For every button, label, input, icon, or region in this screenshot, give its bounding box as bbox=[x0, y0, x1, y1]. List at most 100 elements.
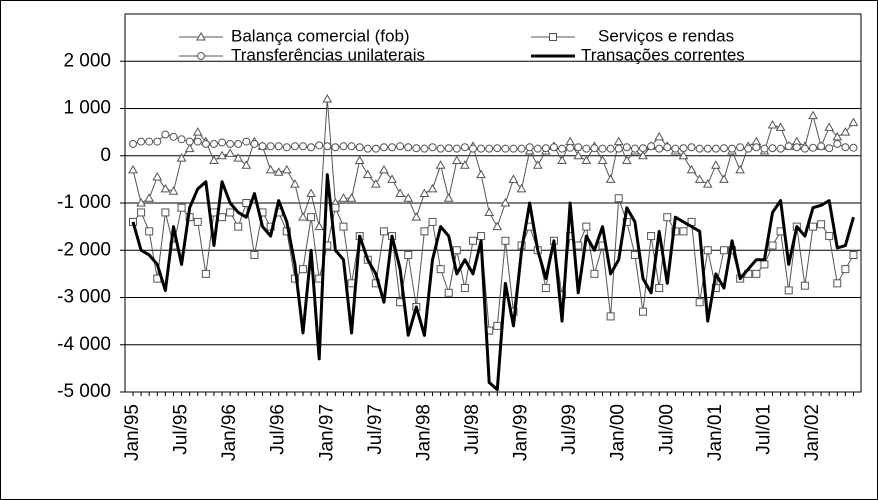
point bbox=[582, 222, 591, 231]
point bbox=[768, 241, 777, 250]
point bbox=[493, 321, 502, 330]
point bbox=[833, 139, 842, 148]
point bbox=[145, 137, 154, 146]
point bbox=[581, 155, 592, 164]
point bbox=[655, 284, 664, 293]
point bbox=[218, 138, 227, 147]
point bbox=[574, 241, 583, 250]
y-tick-label: -3 000 bbox=[57, 287, 111, 308]
point bbox=[679, 144, 688, 153]
point bbox=[403, 193, 414, 202]
point bbox=[168, 186, 179, 195]
point bbox=[443, 193, 454, 202]
point bbox=[710, 160, 721, 169]
x-tick-label: Jul/96 bbox=[268, 404, 289, 455]
point bbox=[452, 144, 461, 153]
point bbox=[419, 188, 430, 198]
point bbox=[849, 143, 858, 152]
point bbox=[613, 136, 624, 146]
point bbox=[565, 136, 576, 146]
point bbox=[469, 236, 477, 245]
series bbox=[129, 194, 858, 335]
x-tick-label: Jul/99 bbox=[559, 404, 580, 455]
y-tick-label: -2 000 bbox=[57, 239, 111, 260]
series bbox=[129, 130, 858, 153]
point bbox=[266, 142, 275, 151]
point bbox=[703, 246, 712, 255]
point bbox=[388, 143, 397, 152]
point bbox=[493, 144, 502, 153]
point bbox=[469, 144, 477, 153]
point bbox=[614, 144, 623, 153]
point bbox=[695, 144, 704, 153]
point bbox=[209, 155, 219, 164]
point bbox=[630, 144, 639, 153]
point bbox=[744, 144, 753, 153]
point bbox=[719, 144, 728, 153]
series-line bbox=[131, 173, 855, 392]
point bbox=[354, 155, 365, 164]
point bbox=[525, 143, 534, 152]
point bbox=[241, 160, 252, 169]
point bbox=[242, 137, 251, 146]
point bbox=[250, 250, 259, 259]
point bbox=[355, 143, 364, 152]
point bbox=[825, 144, 834, 153]
point bbox=[331, 203, 340, 212]
point bbox=[226, 208, 235, 217]
point bbox=[226, 139, 235, 148]
point bbox=[160, 183, 171, 193]
y-tick-label: 2 000 bbox=[63, 50, 111, 71]
point bbox=[161, 130, 170, 139]
x-tick-label: Jan/02 bbox=[802, 404, 823, 461]
point bbox=[501, 236, 510, 245]
point bbox=[258, 142, 267, 151]
point bbox=[735, 164, 746, 174]
point bbox=[614, 194, 623, 203]
point bbox=[549, 143, 558, 152]
point bbox=[201, 139, 210, 148]
point bbox=[719, 174, 729, 183]
point bbox=[460, 160, 470, 169]
point bbox=[338, 193, 349, 202]
point bbox=[177, 135, 186, 144]
point bbox=[492, 221, 503, 231]
point bbox=[436, 265, 445, 274]
point bbox=[420, 227, 429, 236]
y-tick-label: 1 000 bbox=[63, 98, 111, 119]
point bbox=[532, 160, 543, 169]
point bbox=[541, 284, 550, 293]
point bbox=[606, 312, 615, 321]
point bbox=[817, 142, 826, 151]
point bbox=[622, 143, 631, 152]
point bbox=[517, 144, 526, 153]
point bbox=[299, 142, 307, 151]
point bbox=[193, 217, 202, 226]
y-tick-label: -1 000 bbox=[57, 192, 111, 213]
legend-marker bbox=[196, 31, 206, 41]
point bbox=[322, 94, 333, 103]
legend-marker bbox=[549, 33, 557, 41]
x-tick-label: Jul/95 bbox=[171, 404, 192, 455]
point bbox=[621, 155, 632, 164]
x-tick-label: Jan/97 bbox=[316, 404, 337, 461]
x-tick-label: Jul/00 bbox=[656, 404, 677, 455]
x-tick-label: Jan/00 bbox=[608, 404, 629, 461]
point bbox=[363, 144, 372, 153]
point bbox=[145, 227, 154, 236]
point bbox=[825, 232, 834, 241]
series bbox=[131, 173, 855, 392]
x-tick-label: Jan/01 bbox=[705, 404, 726, 461]
x-tick-label: Jul/01 bbox=[753, 404, 774, 455]
point bbox=[800, 281, 809, 290]
point bbox=[347, 142, 356, 151]
point bbox=[638, 150, 648, 160]
point bbox=[128, 164, 138, 174]
point bbox=[824, 122, 835, 131]
point bbox=[379, 164, 389, 174]
point bbox=[176, 153, 187, 162]
point bbox=[500, 197, 511, 207]
point bbox=[832, 131, 843, 141]
y-tick-label: -5 000 bbox=[57, 381, 111, 402]
